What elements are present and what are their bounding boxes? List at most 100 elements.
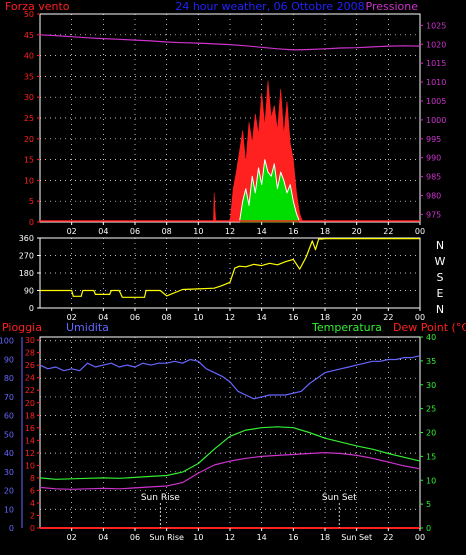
direction-tick-label: 180 bbox=[19, 269, 34, 278]
pressure-tick-label: 995 bbox=[426, 135, 441, 144]
temperature-tick-label: 25 bbox=[426, 405, 436, 414]
humidity-tick-label: 2 bbox=[30, 511, 35, 520]
hour-tick-label: 18 bbox=[320, 227, 330, 236]
humidity-tick-label: 10 bbox=[25, 461, 35, 470]
hour-tick-label: 12 bbox=[225, 313, 235, 322]
hour-tick-label: 06 bbox=[130, 533, 140, 542]
humidity-tick-label: 8 bbox=[30, 474, 35, 483]
rain-humidity-temp-x-axis: 02 04 06 Sun Rise 10 12 14 16 18 Sun Set 22 00 bbox=[67, 528, 425, 542]
hour-tick-label: 04 bbox=[98, 227, 108, 236]
hour-tick-label: 12 bbox=[225, 227, 235, 236]
sun-annotations: Sun Rise Sun Set bbox=[141, 493, 357, 528]
wind-pressure-x-axis: 02 04 06 08 10 12 14 16 18 20 22 00 bbox=[67, 222, 425, 236]
hour-tick-label: 12 bbox=[225, 533, 235, 542]
rain-tick-label: 50 bbox=[4, 430, 14, 439]
hour-tick-label: 06 bbox=[130, 227, 140, 236]
wind-pressure-grid bbox=[40, 14, 421, 222]
hour-tick-label: Sun Set bbox=[341, 533, 372, 542]
rain-tick-label: 90 bbox=[4, 355, 14, 364]
hour-tick-label: 22 bbox=[383, 533, 393, 542]
hour-tick-label: 14 bbox=[257, 533, 267, 542]
chart-header: 24 hour weather, 06 Ottobre 2008 bbox=[175, 0, 364, 13]
hour-tick-label: 10 bbox=[193, 227, 203, 236]
rain-tick-label: 10 bbox=[4, 505, 14, 514]
humidity-tick-label: 20 bbox=[25, 399, 35, 408]
direction-tick-label: 270 bbox=[19, 252, 34, 261]
humidity-tick-label: 26 bbox=[25, 361, 35, 370]
hour-tick-label: 00 bbox=[415, 313, 425, 322]
wind-axis: 0 5 10 15 20 25 30 35 40 45 50 bbox=[24, 10, 40, 227]
rain-tick-label: 60 bbox=[4, 412, 14, 421]
hour-tick-label: Sun Rise bbox=[149, 533, 184, 542]
pressure-tick-label: 990 bbox=[426, 154, 441, 163]
wind-tick-label: 5 bbox=[29, 197, 34, 206]
rain-tick-label: 100 bbox=[0, 337, 14, 346]
hour-tick-label: 10 bbox=[193, 313, 203, 322]
pressure-tick-label: 1010 bbox=[426, 78, 446, 87]
rain-tick-label: 20 bbox=[4, 487, 14, 496]
hour-tick-label: 02 bbox=[67, 227, 77, 236]
wind-tick-label: 25 bbox=[24, 114, 34, 123]
wind-tick-label: 35 bbox=[24, 72, 34, 81]
rain-tick-label: 0 bbox=[9, 524, 14, 533]
hour-tick-label: 22 bbox=[383, 313, 393, 322]
compass-label: N bbox=[436, 239, 444, 252]
direction-tick-label: 0 bbox=[29, 304, 34, 313]
humidity-tick-label: 0 bbox=[30, 524, 35, 533]
temperature-tick-label: 0 bbox=[426, 524, 431, 533]
humidity-tick-label: 14 bbox=[25, 436, 35, 445]
wind-axis-title: Forza vento bbox=[5, 0, 70, 13]
humidity-tick-label: 16 bbox=[25, 424, 35, 433]
pressure-line bbox=[39, 34, 421, 51]
compass-label: W bbox=[435, 255, 446, 268]
hour-tick-label: 18 bbox=[320, 533, 330, 542]
wind-speed-area bbox=[40, 80, 420, 223]
compass-label: E bbox=[437, 287, 444, 300]
direction-tick-label: 360 bbox=[19, 234, 34, 243]
wind-tick-label: 30 bbox=[24, 93, 34, 102]
wind-tick-label: 45 bbox=[24, 31, 34, 40]
pressure-axis: 975 980 985 990 995 1000 1005 1010 1015 1020 1025 bbox=[420, 21, 446, 219]
wind-direction-x-axis: 02 04 06 08 10 12 14 16 18 20 22 00 bbox=[67, 308, 425, 322]
hour-tick-label: 08 bbox=[162, 227, 172, 236]
humidity-axis-title: Umidita bbox=[66, 321, 109, 334]
humidity-tick-label: 12 bbox=[25, 449, 35, 458]
hour-tick-label: 22 bbox=[383, 227, 393, 236]
humidity-tick-label: 28 bbox=[25, 349, 35, 358]
humidity-tick-label: 30 bbox=[25, 336, 35, 345]
sun-event-label: Sun Set bbox=[322, 493, 357, 503]
humidity-tick-label: 6 bbox=[30, 486, 35, 495]
hour-tick-label: 04 bbox=[98, 313, 108, 322]
temperature-axis: 0 5 10 15 20 25 30 35 40 bbox=[420, 333, 436, 533]
hour-tick-label: 14 bbox=[257, 313, 267, 322]
compass-label: S bbox=[437, 271, 444, 284]
temperature-tick-label: 35 bbox=[426, 357, 436, 366]
hour-tick-label: 00 bbox=[415, 227, 425, 236]
pressure-tick-label: 1020 bbox=[426, 40, 446, 49]
wind-direction-grid bbox=[40, 238, 421, 308]
dewpoint-axis-title: Dew Point (°C) bbox=[393, 321, 466, 334]
humidity-tick-label: 18 bbox=[25, 411, 35, 420]
rain-axis: 0 10 20 30 40 50 60 70 80 90 100 bbox=[0, 337, 14, 533]
hour-tick-label: 02 bbox=[67, 533, 77, 542]
pressure-tick-label: 1015 bbox=[426, 59, 446, 68]
hour-tick-label: 20 bbox=[352, 313, 362, 322]
pressure-tick-label: 985 bbox=[426, 173, 441, 182]
pressure-tick-label: 980 bbox=[426, 192, 441, 201]
wind-tick-label: 40 bbox=[24, 52, 34, 61]
rain-tick-label: 80 bbox=[4, 374, 14, 383]
hour-tick-label: 10 bbox=[193, 533, 203, 542]
hour-tick-label: 16 bbox=[288, 533, 298, 542]
temperature-axis-title: Temperatura bbox=[311, 321, 382, 334]
hour-tick-label: 06 bbox=[130, 313, 140, 322]
temperature-tick-label: 20 bbox=[426, 429, 436, 438]
hour-tick-label: 20 bbox=[352, 227, 362, 236]
temperature-tick-label: 40 bbox=[426, 333, 436, 342]
